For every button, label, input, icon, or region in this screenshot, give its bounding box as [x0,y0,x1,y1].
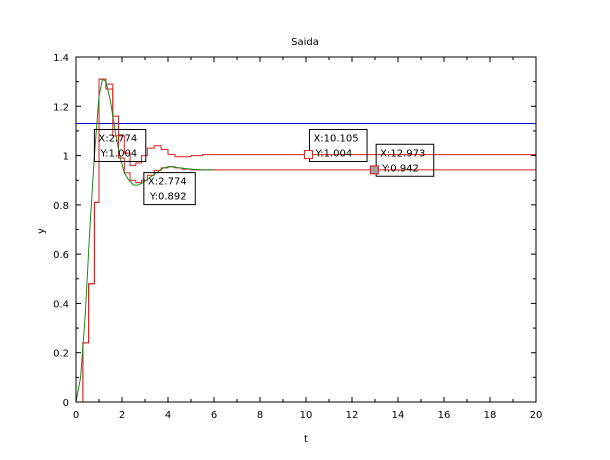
x-tick-label: 14 [392,410,405,421]
y-tick-label: 0.2 [53,349,69,360]
y-tick-label: 0.8 [53,201,69,212]
x-tick-label: 18 [484,410,497,421]
series-layer [75,78,536,403]
datatip-box [143,172,196,206]
x-tick-label: 10 [300,410,313,421]
x-tick-label: 20 [530,410,543,421]
y-tick-label: 1 [63,152,69,163]
datatip-2: X:2.774 Y:0.892 [143,172,196,206]
datatip-x-label: X:10.105 [313,133,358,144]
datatip-y-label: Y:1.004 [99,148,137,159]
datatip-box [308,128,368,162]
datatips-layer: X:2.774 Y:1.004 X:2.774 Y:0.892 X:10.105 Y:1.… [93,128,435,206]
y-tick-label: 0.4 [53,299,69,310]
chart-title: Saida [291,37,319,48]
y-tick-label: 1.4 [53,53,69,64]
datatip-3: X:10.105 Y:1.004 [303,128,368,162]
datatip-4: X:12.973 Y:0.942 [369,143,435,177]
axes-layer: 0 2 4 6 8 10 12 14 16 18 20 0 0.2 0.4 0.6 0.8 1 1.2 1.4 [53,53,542,421]
x-tick-label: 0 [73,410,79,421]
x-tick-label: 8 [257,410,263,421]
y-tick-label: 1.2 [53,102,69,113]
datatip-1: X:2.774 Y:1.004 [93,128,147,162]
datatip-box [93,128,147,162]
datatip-y-label: Y:0.892 [149,192,187,203]
y-axis-label: y [36,228,47,234]
datatip-x-label: X:12.973 [380,148,425,159]
x-tick-label: 2 [119,410,125,421]
datatip-y-label: Y:1.004 [314,148,352,159]
y-tick-label: 0.6 [53,250,69,261]
x-axis-label: t [304,434,308,445]
y-tick-label: 0 [63,398,69,409]
datatip-y-label: Y:0.942 [381,163,419,174]
datatip-x-label: X:2.774 [98,133,137,144]
x-tick-label: 6 [211,410,217,421]
datatip-box [375,143,435,177]
datatip-x-label: X:2.774 [148,177,187,188]
datatip-marker [369,165,379,175]
x-tick-label: 12 [346,410,359,421]
x-tick-label: 16 [438,410,451,421]
x-tick-label: 4 [165,410,171,421]
datatip-marker [303,150,313,160]
series-line-4 [75,78,214,403]
